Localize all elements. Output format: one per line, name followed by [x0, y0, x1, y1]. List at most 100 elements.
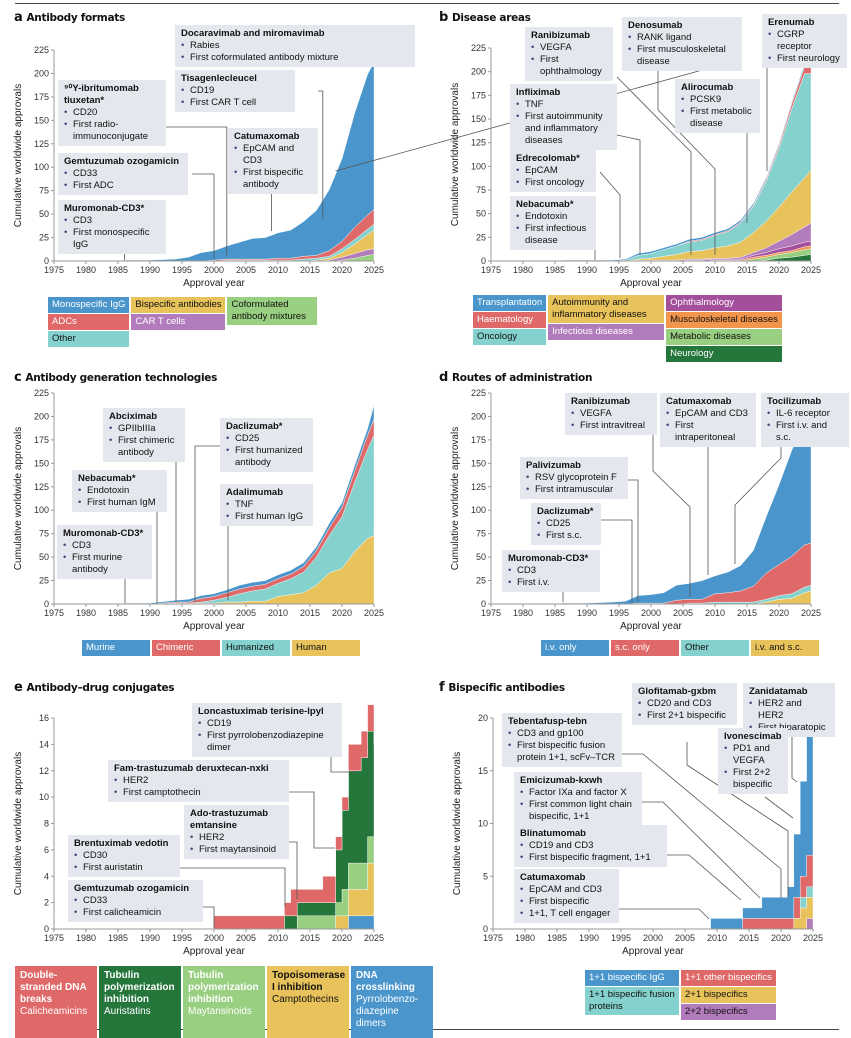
annotation-bullet: CD33: [64, 168, 182, 180]
x-tick-label: 1995: [172, 933, 192, 943]
x-tick-label: 1990: [577, 265, 597, 275]
x-tick-label: 1990: [140, 608, 160, 618]
x-tick-label: 2005: [675, 933, 695, 943]
x-axis-label: Approval year: [183, 946, 245, 957]
annotation-drug-name: Muromonab-CD3*: [63, 528, 144, 539]
x-tick-label: 2015: [300, 265, 320, 275]
y-tick-label: 14: [39, 739, 49, 749]
annotation-bullet: 1+1, T cell engager: [520, 908, 613, 920]
annotation-callout: Loncastuximab terisine-lpylCD19First pyr…: [192, 703, 342, 757]
y-tick-label: 225: [471, 43, 486, 53]
annotation-bullet: First intravitreal: [571, 420, 651, 432]
x-tick-label: 2000: [204, 265, 224, 275]
x-tick-label: 2010: [707, 933, 727, 943]
annotation-leader-line: [628, 479, 639, 602]
legend-item: Neurology: [666, 346, 782, 362]
y-tick-label: 0: [44, 599, 49, 609]
annotation-bullet: Endotoxin: [516, 211, 590, 223]
annotation-bullet: EpCAM and CD3: [234, 143, 312, 167]
annotation-drug-name: Muromonab-CD3*: [64, 203, 145, 214]
annotation-callout: RanibizumabVEGFAFirst intravitreal: [565, 393, 657, 435]
panel-title: a Antibody formats: [14, 10, 125, 25]
x-tick-label: 2020: [769, 608, 789, 618]
panel-letter: b: [439, 10, 449, 25]
legend: 1+1 bispecific IgG 1+1 bispecific fusion …: [585, 970, 776, 1020]
annotation-drug-name: Abciximab: [109, 411, 158, 422]
annotation-bullet: VEGFA: [571, 408, 651, 420]
y-axis-label: Cumulative worldwide approvals: [13, 427, 24, 570]
x-tick-label: 2025: [801, 265, 821, 275]
annotation-bullet: TNF: [516, 99, 611, 111]
annotation-callout: TisagenlecleucelCD19First CAR T cell: [175, 70, 295, 112]
annotation-bullet: VEGFA: [531, 42, 607, 54]
annotation-drug-name: Nebacumab*: [78, 473, 136, 484]
annotation-bullet: HER2: [190, 832, 283, 844]
legend: Monospecific IgG ADCs Other Bispecific anti…: [48, 297, 318, 347]
annotation-bullet: First common light chain bispecific, 1+1: [520, 799, 636, 823]
annotation-bullet: First biparatopic: [749, 722, 829, 734]
annotation-callout: Tebentafusp-tebnCD3 and gp100First bispe…: [502, 713, 622, 767]
annotation-bullet: First i.v.: [508, 577, 594, 589]
y-tick-label: 25: [476, 232, 486, 242]
annotation-bullet: EpCAM and CD3: [520, 884, 613, 896]
y-tick-label: 0: [483, 924, 488, 934]
annotation-bullet: CD19 and CD3: [520, 840, 661, 852]
annotation-leader-line: [601, 519, 633, 603]
annotation-drug-name: Erenumab: [768, 17, 815, 28]
x-tick-label: 2025: [364, 265, 384, 275]
x-tick-label: 2020: [769, 265, 789, 275]
annotation-callout: Emicizumab-kxwhFactor IXa and factor XFi…: [514, 772, 642, 826]
panel-title-text: Routes of administration: [452, 372, 593, 384]
annotation-drug-name: Gemtuzumab ozogamicin: [74, 883, 190, 894]
annotation-bullet: First oncology: [516, 177, 590, 189]
x-tick-label: 2015: [300, 608, 320, 618]
y-tick-label: 0: [44, 924, 49, 934]
y-axis-label: Cumulative worldwide approvals: [452, 752, 463, 895]
panel-antibody-drug-conjugates: e Antibody–drug conjugates 0 2 4 6 8 10 12 14 16 19…: [0, 670, 433, 1038]
x-tick-label: 2010: [705, 608, 725, 618]
y-tick-label: 75: [39, 529, 49, 539]
annotation-drug-name: Ranibizumab: [571, 396, 631, 407]
annotation-leader-line: [791, 730, 798, 783]
annotation-bullet: CD25: [537, 518, 595, 530]
annotation-leader-line: [203, 906, 215, 928]
legend-item: Autoimmunity and inflammatory diseases: [548, 295, 665, 323]
x-tick-label: 2025: [803, 933, 823, 943]
legend-item: Metabolic diseases: [666, 329, 782, 345]
y-tick-label: 20: [478, 713, 488, 723]
annotation-callout: Muromonab-CD3*CD3First i.v.: [502, 550, 600, 592]
legend-item: Murine: [82, 640, 150, 656]
x-tick-label: 2005: [236, 933, 256, 943]
annotation-drug-name: Tebentafusp-tebn: [508, 716, 587, 727]
x-tick-label: 1975: [44, 608, 64, 618]
chart-a: 0 25 50 75 100 125 150 175 200 225 1975 1980 1985 199…: [13, 45, 710, 289]
annotation-bullet: First s.c.: [537, 530, 595, 542]
annotation-bullet: First pyrrolobenzodiazepine dimer: [198, 730, 336, 754]
annotation-callout: Gemtuzumab ozogamicinCD33First calicheam…: [68, 880, 203, 922]
x-tick-label: 1980: [513, 608, 533, 618]
x-tick-label: 2025: [364, 933, 384, 943]
annotation-bullet: HER2 and HER2: [749, 698, 829, 722]
legend-item: Double-stranded DNA breaks Calicheamicins: [15, 966, 97, 1038]
annotation-drug-name: Daclizumab*: [226, 421, 283, 432]
legend-item: CAR T cells: [131, 314, 226, 330]
annotation-drug-name: Adalimumab: [226, 487, 284, 498]
legend-item: Topoisomerase I inhibition Camptothecins: [267, 966, 349, 1038]
annotation-bullet: GPIIbIIIa: [109, 423, 179, 435]
x-axis-label: Approval year: [620, 621, 682, 632]
annotation-bullet: EpCAM: [516, 165, 590, 177]
legend-mechanism: DNA crosslinking: [356, 970, 415, 993]
y-tick-label: 175: [471, 90, 486, 100]
y-tick-label: 5: [483, 871, 488, 881]
annotation-leader-line: [657, 62, 716, 255]
legend-payload: Auristatins: [104, 1006, 151, 1017]
y-tick-label: 225: [34, 388, 49, 398]
annotation-bullet: First radio-immunoconjugate: [64, 119, 160, 143]
annotation-leader-line: [617, 908, 710, 920]
y-axis-label: Cumulative worldwide approvals: [13, 752, 24, 895]
x-tick-label: 2005: [673, 608, 693, 618]
y-tick-label: 4: [44, 871, 49, 881]
annotation-callout: CatumaxomabEpCAM and CD3First intraperit…: [660, 393, 756, 447]
annotation-drug-name: Zanidatamab: [749, 686, 808, 697]
legend-item: Human: [292, 640, 360, 656]
